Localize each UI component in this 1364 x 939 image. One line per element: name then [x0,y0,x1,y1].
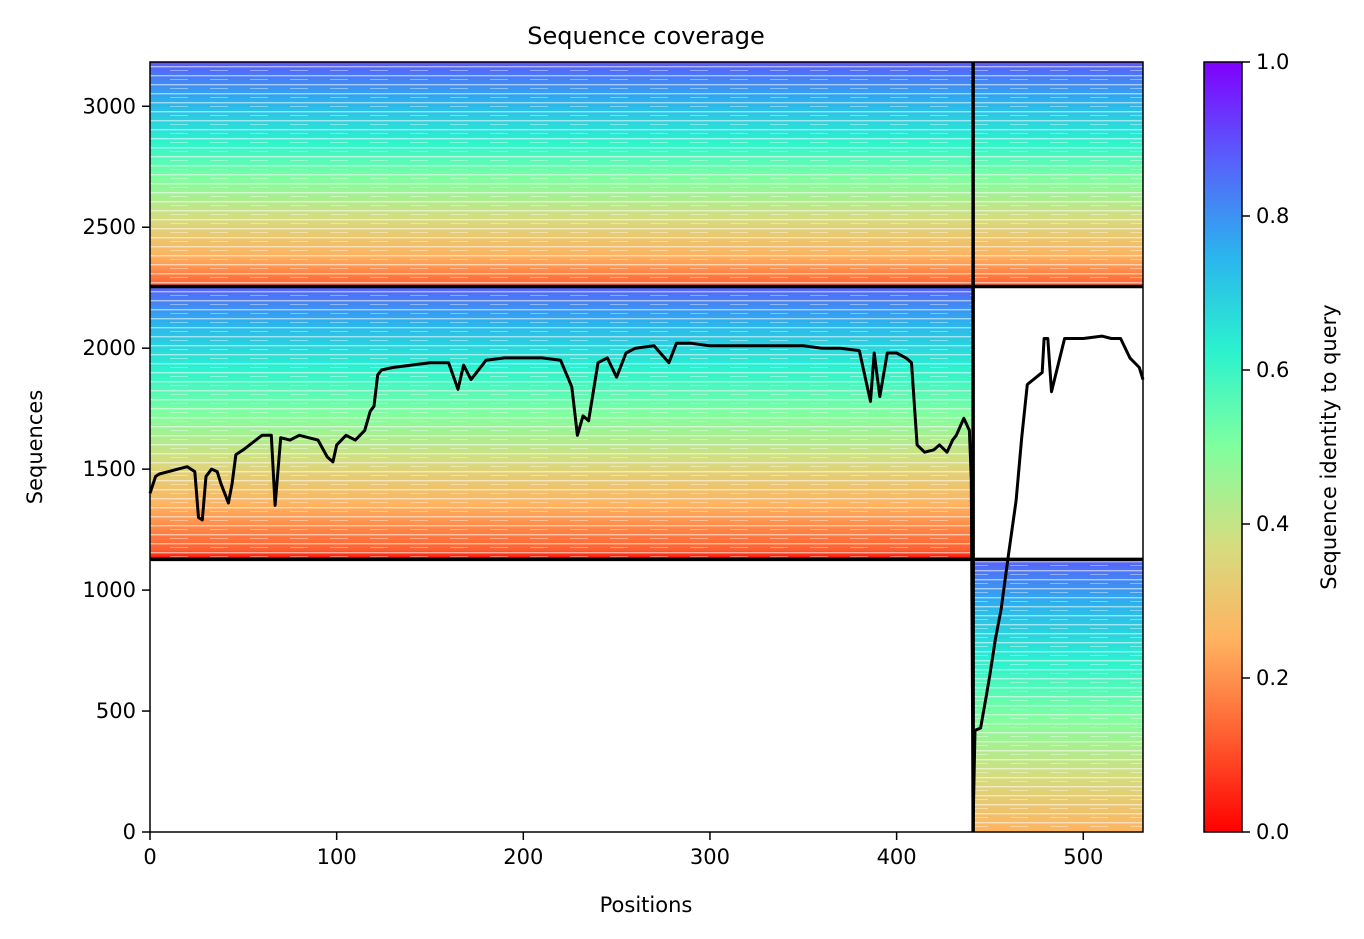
colorbar-label: Sequence identity to query [1317,304,1341,589]
colorbar-tick-label: 0.6 [1256,358,1289,382]
x-axis-ticks: 0 100 200 300 400 500 [143,832,1103,869]
y-tick-label: 500 [96,699,136,723]
y-tick-label: 3000 [83,94,136,118]
colorbar [1203,61,1243,833]
x-tick-label: 300 [690,845,730,869]
coverage-block-gaps [150,286,974,560]
y-tick-label: 1500 [83,457,136,481]
colorbar-tick-label: 0.8 [1256,204,1289,228]
colorbar-tick-label: 0.0 [1256,820,1289,844]
plot-frame [149,61,1144,833]
x-axis-label: Positions [600,893,693,917]
x-tick-label: 0 [143,845,156,869]
y-axis-ticks: 0 500 1000 1500 2000 2500 3000 [83,94,150,844]
chart-title: Sequence coverage [527,22,764,50]
x-tick-label: 500 [1063,845,1103,869]
y-tick-label: 1000 [83,578,136,602]
colorbar-tick-label: 0.4 [1256,512,1289,536]
y-axis-label: Sequences [23,390,47,505]
coverage-block-gaps [150,62,974,287]
colorbar-tick-label: 1.0 [1256,50,1289,74]
colorbar-tick-label: 0.2 [1256,666,1289,690]
y-tick-label: 2500 [83,215,136,239]
y-tick-label: 2000 [83,336,136,360]
x-tick-label: 100 [317,845,357,869]
colorbar-ticks: 0.0 0.2 0.4 0.6 0.8 1.0 [1242,50,1289,844]
x-tick-label: 400 [877,845,917,869]
x-tick-label: 200 [503,845,543,869]
coverage-block-gaps [973,62,1143,287]
coverage-blocks [150,62,1143,832]
coverage-line [148,334,1145,824]
coverage-block-gaps [973,559,1143,832]
y-tick-label: 0 [123,820,136,844]
